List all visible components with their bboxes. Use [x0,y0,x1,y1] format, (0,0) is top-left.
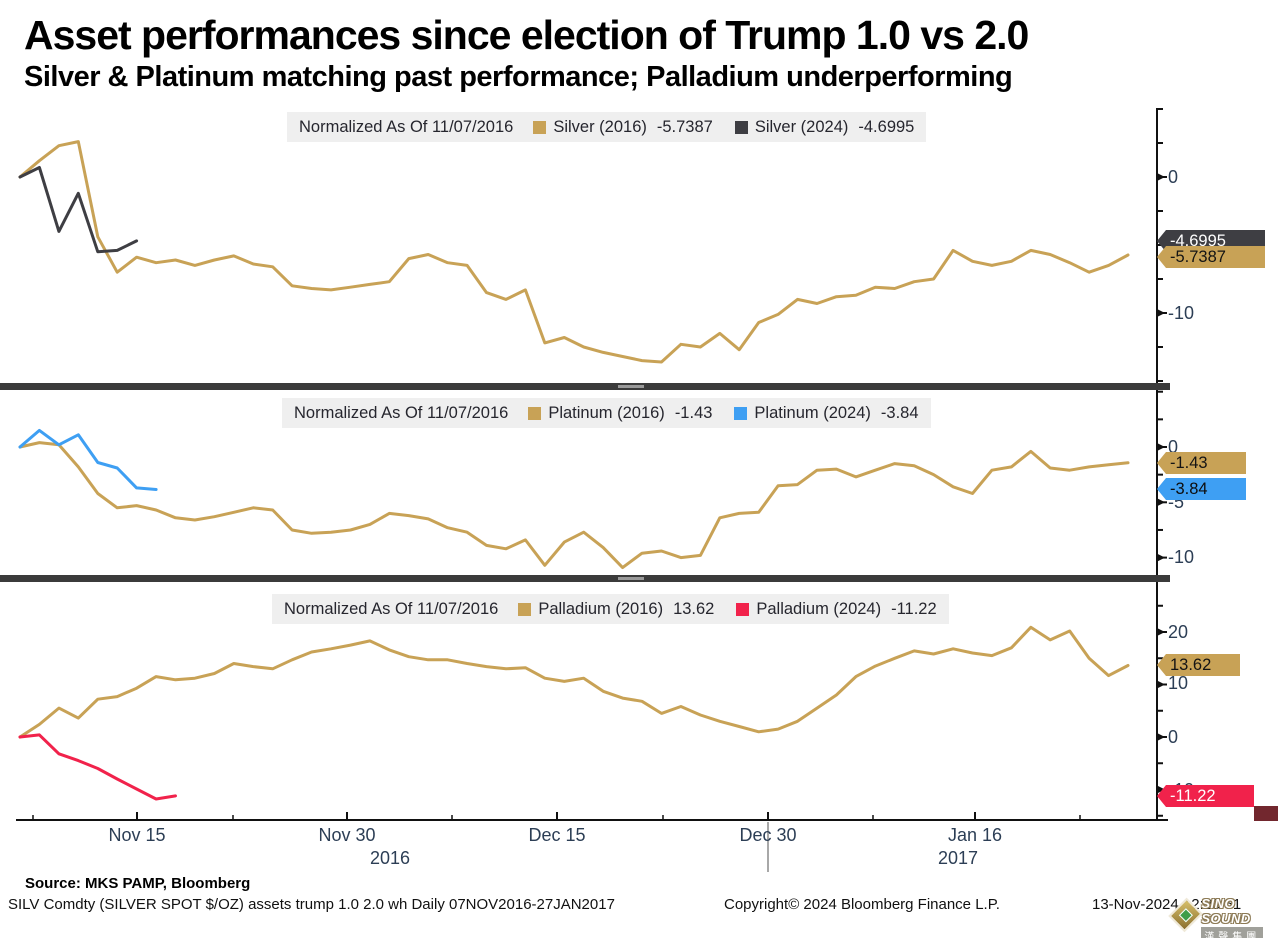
series-line-silver-2016- [18,140,1130,364]
panel-divider [0,383,1170,390]
ytick-label: -10 [1168,303,1195,323]
legend-swatch-icon [533,120,547,134]
legend-series-name: Palladium (2024) [756,599,882,618]
legend-normalized-label: Normalized As Of 11/07/2016 [284,599,499,618]
last-value-badge-platinum-2024: -3.84 [1157,478,1246,500]
series-line-palladium-2024- [18,733,177,801]
legend-item-platinum-2024[interactable]: Platinum (2024) -3.84 [734,403,919,423]
copyright-label: Copyright© 2024 Bloomberg Finance L.P. [724,896,1000,913]
xtick-label: Nov 15 [108,825,166,845]
legend-item-silver-2024[interactable]: Silver (2024) -4.6995 [734,117,915,137]
legend-item-silver-2016[interactable]: Silver (2016) -5.7387 [533,118,713,137]
last-value-badge-platinum-2016: -1.43 [1157,452,1246,474]
panel-divider [0,575,1170,582]
legend-item-palladium-2024[interactable]: Palladium (2024) -11.22 [736,599,937,619]
chart-subtitle: Silver & Platinum matching past performa… [24,61,1013,93]
watermark-subtitle: 漢聲集團 [1201,927,1264,938]
ytick-label: -10 [1168,547,1195,567]
xtick-label: Dec 15 [528,825,586,845]
legend-series-name: Platinum (2016) [548,403,665,422]
ytick-label: 0 [1168,727,1179,747]
chart-title: Asset performances since election of Tru… [24,12,1029,58]
legend-series-name: Platinum (2024) [754,403,871,422]
last-value-badge-palladium-2016: 13.62 [1157,654,1240,676]
sino-sound-watermark: SINO SOUND 漢聲集團 [1168,896,1278,938]
legend-swatch-icon [734,120,748,134]
legend-item-platinum-2016[interactable]: Platinum (2016) -1.43 [528,404,712,423]
legend-silver: Normalized As Of 11/07/2016 Silver (2016… [287,112,927,142]
legend-item-palladium-2016[interactable]: Palladium (2016) 13.62 [518,600,714,619]
series-line-platinum-2024- [18,428,158,491]
timestamp-label: 13-Nov-2024 12:25:51 [1092,896,1242,913]
source-label: Source: MKS PAMP, Bloomberg [25,875,251,892]
series-line-palladium-2016- [18,625,1130,739]
ytick-label: 10 [1168,673,1189,693]
legend-swatch-icon [528,406,542,420]
legend-series-value: -1.43 [674,403,713,422]
legend-series-name: Palladium (2016) [538,599,664,618]
year-label: 2016 [369,848,411,868]
series-line-platinum-2016- [18,441,1130,570]
legend-series-value: -11.22 [891,599,937,618]
legend-swatch-icon [736,602,750,616]
legend-swatch-icon [734,406,748,420]
legend-swatch-icon [518,602,532,616]
legend-series-value: -3.84 [880,403,919,422]
series-line-silver-2024- [18,166,139,254]
legend-series-value: -5.7387 [656,117,713,136]
legend-palladium: Normalized As Of 11/07/2016 Palladium (2… [272,594,949,624]
ytick-label: 0 [1168,437,1179,457]
legend-series-name: Silver (2024) [754,117,849,136]
legend-normalized-label: Normalized As Of 11/07/2016 [294,403,509,422]
chart-description: SILV Comdty (SILVER SPOT $/OZ) assets tr… [8,896,615,913]
panel-divider-grip[interactable] [618,577,644,580]
legend-normalized-label: Normalized As Of 11/07/2016 [299,117,514,136]
panel-divider-grip[interactable] [618,385,644,388]
corner-button[interactable] [1254,806,1278,821]
ytick-label: 20 [1168,622,1189,642]
last-value-badge-silver-2016: -5.7387 [1157,246,1265,268]
diamond-logo-icon [1168,897,1204,933]
xtick-label: Jan 16 [947,825,1003,845]
xtick-label: Nov 30 [318,825,376,845]
legend-platinum: Normalized As Of 11/07/2016 Platinum (20… [282,398,931,428]
legend-series-value: -4.6995 [858,117,915,136]
watermark-title: SINO SOUND [1201,896,1251,926]
xtick-label: Dec 30 [739,825,797,845]
year-label: 2017 [937,848,979,868]
legend-series-value: 13.62 [673,599,715,618]
ytick-label: 0 [1168,167,1179,187]
legend-series-name: Silver (2016) [553,117,647,136]
last-value-badge-palladium-2024: -11.22 [1157,785,1254,807]
